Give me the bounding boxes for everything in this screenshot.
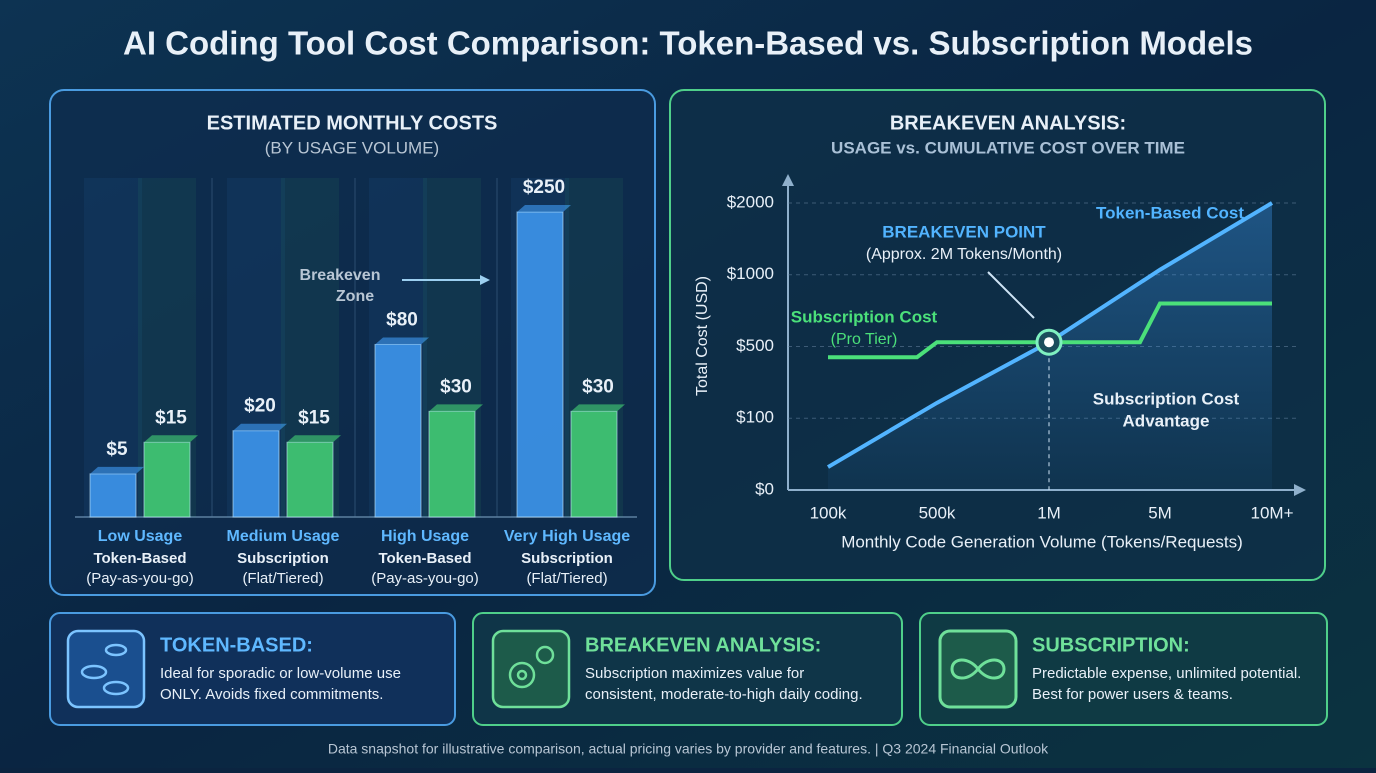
- y-tick-label: $500: [736, 336, 774, 355]
- bar-top: [90, 466, 144, 474]
- card-text: ONLY. Avoids fixed commitments.: [160, 686, 383, 703]
- x-tick-label: Medium Usage: [227, 528, 340, 545]
- category-note: (Flat/Tiered): [526, 570, 607, 587]
- bar-top: [233, 423, 287, 431]
- chart-subtitle: USAGE vs. CUMULATIVE COST OVER TIME: [831, 138, 1185, 157]
- value-label: $5: [106, 439, 128, 460]
- value-label: $80: [386, 309, 418, 330]
- value-label: $30: [440, 376, 472, 397]
- card-text: Subscription maximizes value for: [585, 665, 804, 682]
- value-label: $15: [155, 407, 187, 428]
- x-tick-label: Very High Usage: [504, 528, 630, 545]
- bar: [286, 441, 334, 518]
- y-tick-label: $100: [736, 408, 774, 427]
- card-text: Ideal for sporadic or low-volume use: [160, 665, 401, 682]
- card: [49, 612, 456, 726]
- card-text: consistent, moderate-to-high daily codin…: [585, 686, 863, 703]
- bar: [89, 473, 137, 518]
- bar: [570, 410, 618, 518]
- page-title: AI Coding Tool Cost Comparison: Token-Ba…: [123, 25, 1253, 62]
- annotation: (Approx. 2M Tokens/Month): [866, 246, 1062, 263]
- bar: [516, 211, 564, 518]
- x-tick-label: 500k: [919, 503, 956, 522]
- card-icon: [938, 629, 1018, 709]
- x-tick-label: Low Usage: [98, 528, 183, 545]
- bar: [232, 430, 280, 518]
- bar: [143, 441, 191, 518]
- bar-top: [517, 205, 571, 212]
- breakeven-dot: [1044, 337, 1054, 348]
- card-icon: [491, 629, 571, 709]
- annotation: Zone: [336, 288, 374, 305]
- card: [472, 612, 903, 726]
- chart-title: ESTIMATED MONTHLY COSTS: [207, 112, 498, 134]
- x-tick-label: 5M: [1148, 503, 1172, 522]
- bar-top: [571, 404, 625, 412]
- series-label: Subscription Cost: [791, 307, 938, 326]
- annotation: Breakeven: [300, 267, 381, 284]
- y-tick-label: $1000: [727, 264, 774, 283]
- x-axis-label: Monthly Code Generation Volume (Tokens/R…: [841, 532, 1243, 551]
- card-text: Predictable expense, unlimited potential…: [1032, 665, 1301, 682]
- value-label: $250: [523, 177, 565, 198]
- value-label: $20: [244, 396, 276, 417]
- card-text: Best for power users & teams.: [1032, 686, 1233, 703]
- category-note: Token-Based: [93, 550, 186, 567]
- arrowhead: [782, 174, 794, 186]
- arrow: [987, 271, 1035, 319]
- annotation: Advantage: [1123, 411, 1210, 430]
- category-note: Subscription: [521, 550, 613, 567]
- x-tick-label: 1M: [1037, 503, 1061, 522]
- bar: [374, 343, 422, 518]
- annotation: Subscription Cost: [1093, 389, 1240, 408]
- left-panel: [49, 89, 656, 596]
- category-note: (Flat/Tiered): [242, 570, 323, 587]
- value-label: $30: [582, 376, 614, 397]
- series-label: Token-Based Cost: [1096, 203, 1244, 222]
- category-note: (Pay-as-you-go): [86, 570, 194, 587]
- y-axis-label: Total Cost (USD): [694, 276, 711, 396]
- bar-top: [429, 404, 483, 412]
- annotation: (Pro Tier): [831, 331, 898, 348]
- arrowhead: [1294, 484, 1306, 496]
- footer: Data snapshot for illustrative compariso…: [328, 741, 1049, 757]
- y-tick-label: $2000: [727, 192, 774, 211]
- y-tick-label: $0: [755, 479, 774, 498]
- category-note: Token-Based: [378, 550, 471, 567]
- x-tick-label: High Usage: [381, 528, 469, 545]
- card-title: BREAKEVEN ANALYSIS:: [585, 634, 821, 656]
- card-icon: [66, 629, 146, 709]
- bar-top: [375, 337, 429, 345]
- arrowhead: [480, 275, 490, 285]
- bar-top: [144, 435, 198, 443]
- value-label: $15: [298, 407, 330, 428]
- card-title: SUBSCRIPTION:: [1032, 634, 1190, 656]
- category-note: (Pay-as-you-go): [371, 570, 479, 587]
- x-tick-label: 100k: [810, 503, 847, 522]
- card: [919, 612, 1328, 726]
- bar-glow: [84, 178, 142, 517]
- annotation: BREAKEVEN POINT: [882, 222, 1046, 241]
- bar-top: [287, 435, 341, 443]
- category-note: Subscription: [237, 550, 329, 567]
- card-title: TOKEN-BASED:: [160, 634, 313, 656]
- chart-subtitle: (BY USAGE VOLUME): [265, 138, 439, 157]
- x-tick-label: 10M+: [1251, 503, 1294, 522]
- chart-title: BREAKEVEN ANALYSIS:: [890, 112, 1126, 134]
- bar: [428, 410, 476, 518]
